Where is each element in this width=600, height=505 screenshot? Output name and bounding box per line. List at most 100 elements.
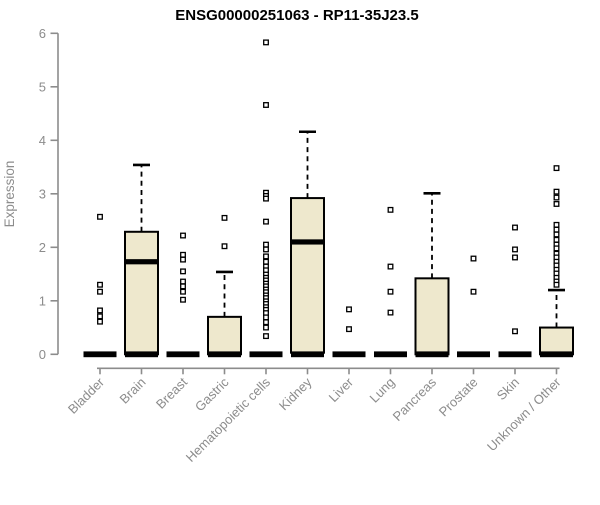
- outlier-point: [97, 281, 103, 288]
- zero-bar: [457, 351, 490, 358]
- x-tick-label-bladder: Bladder: [65, 374, 108, 417]
- outlier-point: [180, 278, 186, 285]
- outlier-point: [553, 231, 560, 238]
- zero-bar: [332, 351, 366, 358]
- y-axis-label: Expression: [2, 161, 17, 228]
- outlier-point: [263, 241, 269, 248]
- boxplot-breast: [166, 232, 200, 358]
- outlier-point: [221, 214, 228, 221]
- outlier-point: [553, 221, 560, 228]
- outlier-point: [553, 245, 560, 252]
- boxplot-kidney: [290, 130, 325, 358]
- outlier-point: [263, 258, 269, 265]
- zero-bar: [83, 351, 117, 358]
- median-line: [125, 259, 158, 265]
- x-tick-label-liver: Liver: [326, 374, 357, 405]
- outlier-point: [180, 251, 186, 258]
- outlier-point: [470, 255, 477, 262]
- x-tick-label-prostate: Prostate: [436, 375, 481, 420]
- outlier-point: [553, 281, 560, 288]
- x-tick-label-pancreas: Pancreas: [390, 374, 440, 424]
- outlier-point: [180, 268, 186, 275]
- outlier-point: [387, 288, 394, 295]
- outlier-point: [553, 236, 560, 243]
- boxplot-bladder: [83, 213, 117, 358]
- outlier-point: [512, 254, 518, 261]
- boxplot-unknown-other: [539, 165, 574, 358]
- outlier-point: [263, 39, 269, 46]
- boxplot-hematopoietic-cells: [249, 39, 283, 358]
- boxplot-prostate: [457, 255, 490, 358]
- boxplots: [83, 39, 574, 358]
- zero-bar: [415, 351, 449, 358]
- outlier-point: [97, 307, 103, 314]
- boxplot-brain: [124, 163, 159, 358]
- y-tick-label: 1: [39, 293, 46, 308]
- outlier-point: [387, 263, 394, 270]
- outlier-point: [97, 213, 103, 220]
- x-tick-label-unknown-other: Unknown / Other: [484, 374, 564, 454]
- outlier-point: [553, 194, 560, 201]
- outlier-point: [553, 165, 560, 172]
- outlier-point: [263, 218, 269, 225]
- outlier-point: [553, 201, 560, 207]
- outlier-point: [512, 246, 518, 253]
- outlier-point: [263, 333, 269, 340]
- zero-bar: [540, 351, 573, 358]
- outlier-point: [553, 226, 560, 233]
- x-tick-label-kidney: Kidney: [276, 374, 315, 413]
- box: [539, 326, 574, 356]
- boxplot-pancreas: [414, 191, 450, 358]
- outlier-point: [263, 195, 269, 202]
- outlier-point: [263, 246, 269, 253]
- outlier-point: [97, 318, 103, 325]
- x-tick-label-brain: Brain: [117, 375, 149, 407]
- outlier-point: [263, 324, 269, 331]
- outlier-point: [180, 256, 186, 263]
- outlier-point: [553, 188, 560, 195]
- zero-bar: [166, 351, 200, 358]
- zero-bar: [249, 351, 283, 358]
- box: [124, 230, 159, 356]
- outlier-point: [512, 328, 518, 335]
- outlier-point: [263, 102, 269, 108]
- median-line: [291, 239, 324, 245]
- outlier-point: [180, 283, 186, 290]
- outlier-point: [180, 296, 186, 303]
- outlier-point: [263, 314, 269, 321]
- outlier-point: [263, 253, 269, 260]
- outlier-point: [97, 288, 103, 295]
- zero-bar: [498, 351, 532, 358]
- y-tick-label: 4: [39, 133, 46, 148]
- boxplot-lung: [374, 206, 407, 358]
- x-tick-label-lung: Lung: [367, 375, 398, 406]
- boxplot-liver: [332, 306, 366, 358]
- y-tick-label: 6: [39, 26, 46, 41]
- outlier-point: [263, 319, 269, 326]
- outlier-point: [97, 313, 103, 320]
- zero-bar: [374, 351, 407, 358]
- y-tick-label: 0: [39, 347, 46, 362]
- x-tick-label-skin: Skin: [494, 375, 522, 403]
- outlier-point: [470, 288, 477, 295]
- outlier-point: [387, 206, 394, 213]
- x-tick-label-gastric: Gastric: [192, 374, 232, 414]
- outlier-point: [180, 232, 186, 239]
- box: [207, 315, 242, 356]
- outlier-point: [180, 288, 186, 295]
- boxplot-skin: [498, 224, 532, 358]
- zero-bar: [125, 351, 158, 358]
- outlier-point: [512, 224, 518, 231]
- x-tick-label-breast: Breast: [153, 374, 190, 411]
- outlier-point: [221, 243, 228, 250]
- chart-title: ENSG00000251063 - RP11-35J23.5: [175, 7, 419, 24]
- box: [414, 277, 450, 356]
- boxplot-gastric: [207, 214, 242, 358]
- outlier-point: [346, 306, 352, 313]
- zero-bar: [291, 351, 324, 358]
- y-tick-label: 5: [39, 79, 46, 94]
- outlier-point: [387, 309, 394, 316]
- box: [290, 197, 325, 354]
